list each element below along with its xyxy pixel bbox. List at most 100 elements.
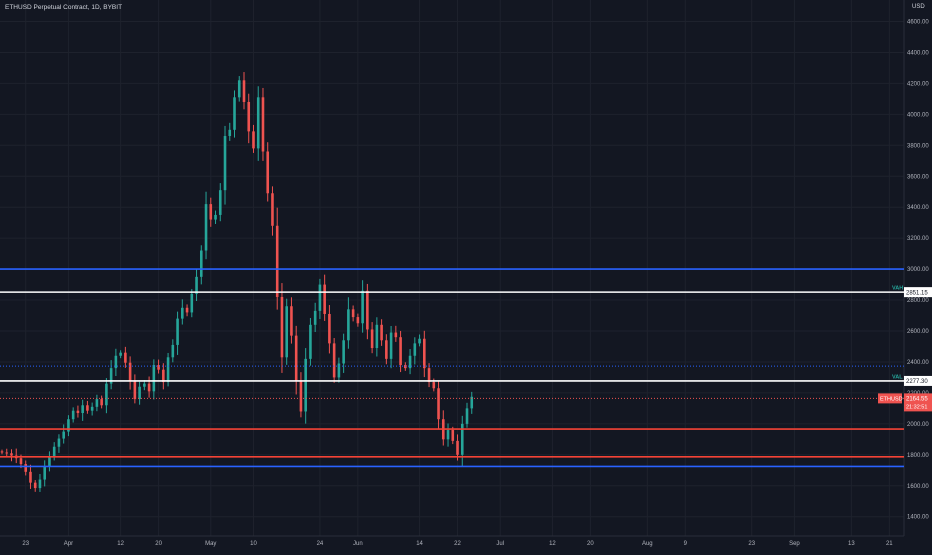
x-tick-label: 21: [886, 541, 893, 547]
x-tick-label: 9: [684, 541, 688, 547]
val-price-tag-value: 2277.30: [906, 379, 928, 385]
x-tick-label: 22: [454, 541, 461, 547]
candle-down: [157, 365, 160, 370]
candle-down: [247, 101, 251, 132]
y-tick-label: 2600.00: [907, 329, 929, 335]
x-tick-label: Sep: [789, 541, 800, 547]
currency-label: USD: [912, 4, 925, 10]
y-tick-label: 3000.00: [907, 267, 929, 273]
x-tick-label: 10: [250, 541, 257, 547]
y-tick-label: 1400.00: [907, 515, 929, 521]
candle-up: [375, 324, 379, 349]
candle-up: [199, 250, 203, 277]
y-tick-label: 4200.00: [907, 81, 929, 87]
candle-up: [57, 438, 61, 447]
y-tick-label: 4600.00: [907, 20, 929, 26]
x-tick-label: 23: [748, 541, 755, 547]
candle-up: [470, 396, 474, 409]
candle-down: [328, 313, 331, 344]
candle-up: [81, 405, 84, 414]
x-tick-label: 12: [117, 541, 124, 547]
candle-up: [43, 466, 47, 480]
vah-price-tag-value: 2851.15: [906, 290, 928, 296]
x-tick-label: 14: [416, 541, 423, 547]
candle-up: [313, 310, 317, 325]
candle-down: [271, 193, 274, 226]
candle-up: [176, 318, 179, 345]
x-tick-label: 23: [22, 541, 29, 547]
candle-up: [171, 344, 175, 358]
candle-down: [33, 482, 37, 489]
candle-up: [446, 430, 450, 440]
candle-up: [337, 363, 341, 378]
x-tick-label: Jul: [496, 541, 504, 547]
candle-down: [427, 368, 431, 383]
y-tick-label: 3200.00: [907, 236, 929, 242]
y-tick-label: 2800.00: [907, 298, 929, 304]
candle-up: [95, 399, 99, 407]
candle-down: [323, 284, 326, 314]
candle-down: [124, 352, 127, 363]
candle-up: [218, 190, 222, 215]
x-tick-label: 20: [155, 541, 162, 547]
y-tick-label: 3800.00: [907, 143, 929, 149]
y-tick-label: 2000.00: [907, 422, 929, 428]
candle-down: [290, 306, 293, 336]
candle-down: [380, 324, 383, 341]
candle-down: [366, 290, 369, 330]
candle-up: [285, 306, 288, 358]
candle-down: [399, 337, 402, 366]
candle-down: [299, 380, 303, 412]
countdown-timer: 21:32:51: [906, 404, 927, 410]
candle-down: [370, 329, 374, 349]
candle-up: [418, 338, 421, 344]
candle-down: [242, 80, 246, 102]
candle-down: [24, 464, 28, 472]
candle-up: [361, 290, 364, 324]
candle-down: [76, 410, 80, 414]
symbol-tag-label: ETHUSD: [880, 397, 903, 403]
candle-up: [67, 419, 70, 432]
candle-up: [465, 408, 469, 424]
candle-up: [389, 332, 393, 359]
candle-up: [347, 309, 350, 341]
candle-down: [351, 309, 355, 318]
candle-down: [275, 225, 279, 297]
candle-up: [228, 129, 232, 137]
candle-down: [133, 380, 137, 400]
y-tick-label: 1600.00: [907, 484, 929, 490]
candle-down: [261, 97, 265, 152]
candle-down: [209, 204, 213, 220]
candle-down: [394, 332, 398, 338]
current-price-box: [904, 393, 932, 412]
x-tick-label: May: [205, 541, 216, 547]
candle-down: [128, 362, 132, 381]
candle-down: [162, 369, 165, 383]
candle-up: [413, 343, 417, 356]
candle-down: [5, 452, 9, 454]
candle-up: [90, 406, 94, 411]
candle-down: [0, 451, 4, 453]
candle-down: [147, 383, 151, 392]
x-tick-label: Aug: [642, 541, 653, 547]
candle-up: [48, 456, 51, 467]
y-tick-label: 2400.00: [907, 360, 929, 366]
y-tick-label: 4400.00: [907, 50, 929, 56]
candle-down: [10, 453, 13, 456]
candle-down: [280, 296, 284, 358]
candle-up: [237, 80, 241, 98]
candle-up: [342, 340, 345, 364]
candle-up: [152, 365, 156, 392]
candle-up: [214, 214, 217, 220]
candle-up: [233, 97, 236, 130]
candle-down: [332, 343, 336, 378]
candle-down: [456, 440, 459, 455]
candle-down: [19, 458, 23, 465]
candle-up: [62, 431, 65, 439]
candle-down: [356, 317, 360, 324]
candle-up: [143, 383, 146, 387]
x-tick-label: 24: [317, 541, 324, 547]
